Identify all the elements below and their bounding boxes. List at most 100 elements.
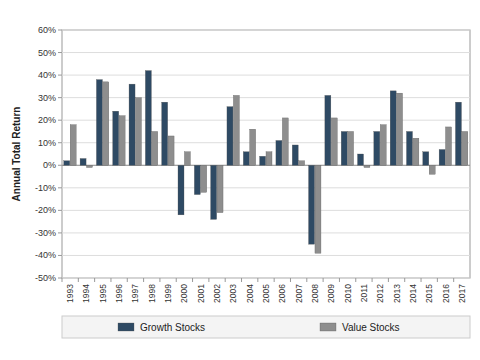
- bar: [227, 107, 233, 166]
- x-tick-label: 2017: [457, 284, 467, 303]
- x-tick: [388, 278, 389, 282]
- bar: [113, 111, 119, 165]
- x-tick-label: 2010: [343, 284, 353, 303]
- grid-line: [62, 232, 470, 233]
- x-tick-label: 2015: [424, 284, 434, 303]
- bar: [96, 80, 102, 166]
- bar: [462, 131, 468, 165]
- bar: [331, 118, 337, 165]
- bar: [413, 138, 419, 165]
- bar: [315, 165, 321, 253]
- x-tick: [274, 278, 275, 282]
- bar: [348, 131, 354, 165]
- bar: [423, 152, 429, 166]
- bar: [299, 161, 305, 166]
- grid-line: [62, 210, 470, 211]
- bars: [64, 71, 468, 254]
- tick: [58, 278, 62, 279]
- tick-label: -10%: [35, 183, 56, 193]
- bar: [80, 159, 86, 166]
- bar: [145, 71, 151, 166]
- x-tick: [306, 278, 307, 282]
- tick-label: 40%: [38, 70, 56, 80]
- bar: [455, 102, 461, 165]
- tick: [58, 232, 62, 233]
- x-tick: [176, 278, 177, 282]
- grid-line: [62, 187, 470, 188]
- bar: [390, 91, 396, 165]
- tick-label: 0%: [43, 160, 56, 170]
- x-tick-label: 1996: [114, 284, 124, 303]
- x-tick: [404, 278, 405, 282]
- x-tick-label: 2004: [245, 284, 255, 303]
- tick: [58, 52, 62, 53]
- x-tick: [78, 278, 79, 282]
- bar: [406, 131, 412, 165]
- x-tick-label: 2002: [212, 284, 222, 303]
- plot-frame: [62, 30, 470, 278]
- bar: [129, 84, 135, 165]
- tick: [58, 142, 62, 143]
- bar: [184, 152, 190, 166]
- bar: [439, 149, 445, 165]
- tick-label: 60%: [38, 25, 56, 35]
- x-tick: [257, 278, 258, 282]
- bar: [276, 140, 282, 165]
- x-tick-label: 2011: [359, 284, 369, 303]
- bar: [194, 165, 200, 194]
- x-tick: [192, 278, 193, 282]
- bar: [380, 125, 386, 166]
- x-tick-label: 2000: [179, 284, 189, 303]
- tick: [58, 97, 62, 98]
- bar: [260, 156, 266, 165]
- bar: [309, 165, 315, 244]
- x-tick-label: 2001: [196, 284, 206, 303]
- x-tick-label: 2008: [310, 284, 320, 303]
- x-tick-label: 1993: [65, 284, 75, 303]
- tick-label: 30%: [38, 93, 56, 103]
- tick-label: 10%: [38, 138, 56, 148]
- grid-line: [62, 52, 470, 53]
- grid-line: [62, 255, 470, 256]
- tick-label: 20%: [38, 115, 56, 125]
- bar: [364, 165, 370, 167]
- bar: [374, 131, 380, 165]
- bar: [266, 152, 272, 166]
- x-tick: [421, 278, 422, 282]
- x-tick: [437, 278, 438, 282]
- x-tick-label: 2007: [294, 284, 304, 303]
- x-tick-label: 2003: [228, 284, 238, 303]
- bar: [446, 127, 452, 165]
- x-tick: [290, 278, 291, 282]
- x-tick-label: 2009: [326, 284, 336, 303]
- tick: [58, 120, 62, 121]
- legend-box: [62, 316, 470, 338]
- x-tick: [110, 278, 111, 282]
- x-tick-label: 1995: [98, 284, 108, 303]
- bar: [119, 116, 125, 166]
- x-tick-label: 2012: [375, 284, 385, 303]
- bar: [178, 165, 184, 215]
- bar: [152, 131, 158, 165]
- bar: [70, 125, 76, 166]
- tick-label: -50%: [35, 273, 56, 283]
- bar: [397, 93, 403, 165]
- x-tick: [453, 278, 454, 282]
- x-tick: [143, 278, 144, 282]
- bar: [103, 82, 109, 165]
- bar: [86, 165, 92, 167]
- chart: -50%-40%-30%-20%-10%0%10%20%30%40%50%60%…: [0, 0, 480, 360]
- bar: [325, 95, 331, 165]
- grid-line: [62, 75, 470, 76]
- bar: [201, 165, 207, 192]
- x-tick: [159, 278, 160, 282]
- x-tick: [208, 278, 209, 282]
- x-tick-label: 1998: [147, 284, 157, 303]
- x-tick: [94, 278, 95, 282]
- x-tick-label: 1997: [130, 284, 140, 303]
- bar: [217, 165, 223, 212]
- bar: [341, 131, 347, 165]
- x-tick: [339, 278, 340, 282]
- x-tick: [62, 278, 63, 282]
- bar: [64, 161, 70, 166]
